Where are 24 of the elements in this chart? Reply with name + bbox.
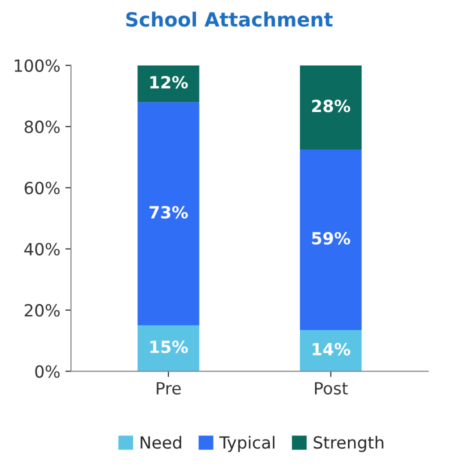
bar — [300, 65, 362, 150]
y-tick-label: 20% — [24, 304, 60, 317]
bar — [138, 65, 200, 102]
bar — [138, 325, 200, 372]
x-tick-label: Post — [315, 382, 348, 395]
x-tick-label: Pre — [156, 382, 181, 395]
data-label: 14% — [312, 342, 350, 356]
y-tick-label: 0% — [35, 365, 60, 378]
bar — [300, 330, 362, 372]
y-tick-label: 100% — [14, 59, 60, 72]
data-label: 12% — [150, 76, 188, 89]
y-tick-label: 40% — [24, 242, 60, 256]
legend-label: Typical — [219, 436, 274, 452]
y-tick-label: 80% — [24, 120, 60, 134]
bar — [300, 150, 362, 330]
data-label: 73% — [150, 206, 188, 219]
chart-title: School Attachment — [126, 12, 333, 27]
data-label: 15% — [150, 340, 188, 354]
bar — [138, 102, 200, 326]
legend-label: Need — [140, 436, 182, 449]
y-tick-label: 60% — [24, 182, 60, 194]
data-label: 59% — [312, 232, 350, 245]
legend-label: Strength — [314, 436, 384, 452]
data-label: 28% — [312, 100, 350, 112]
